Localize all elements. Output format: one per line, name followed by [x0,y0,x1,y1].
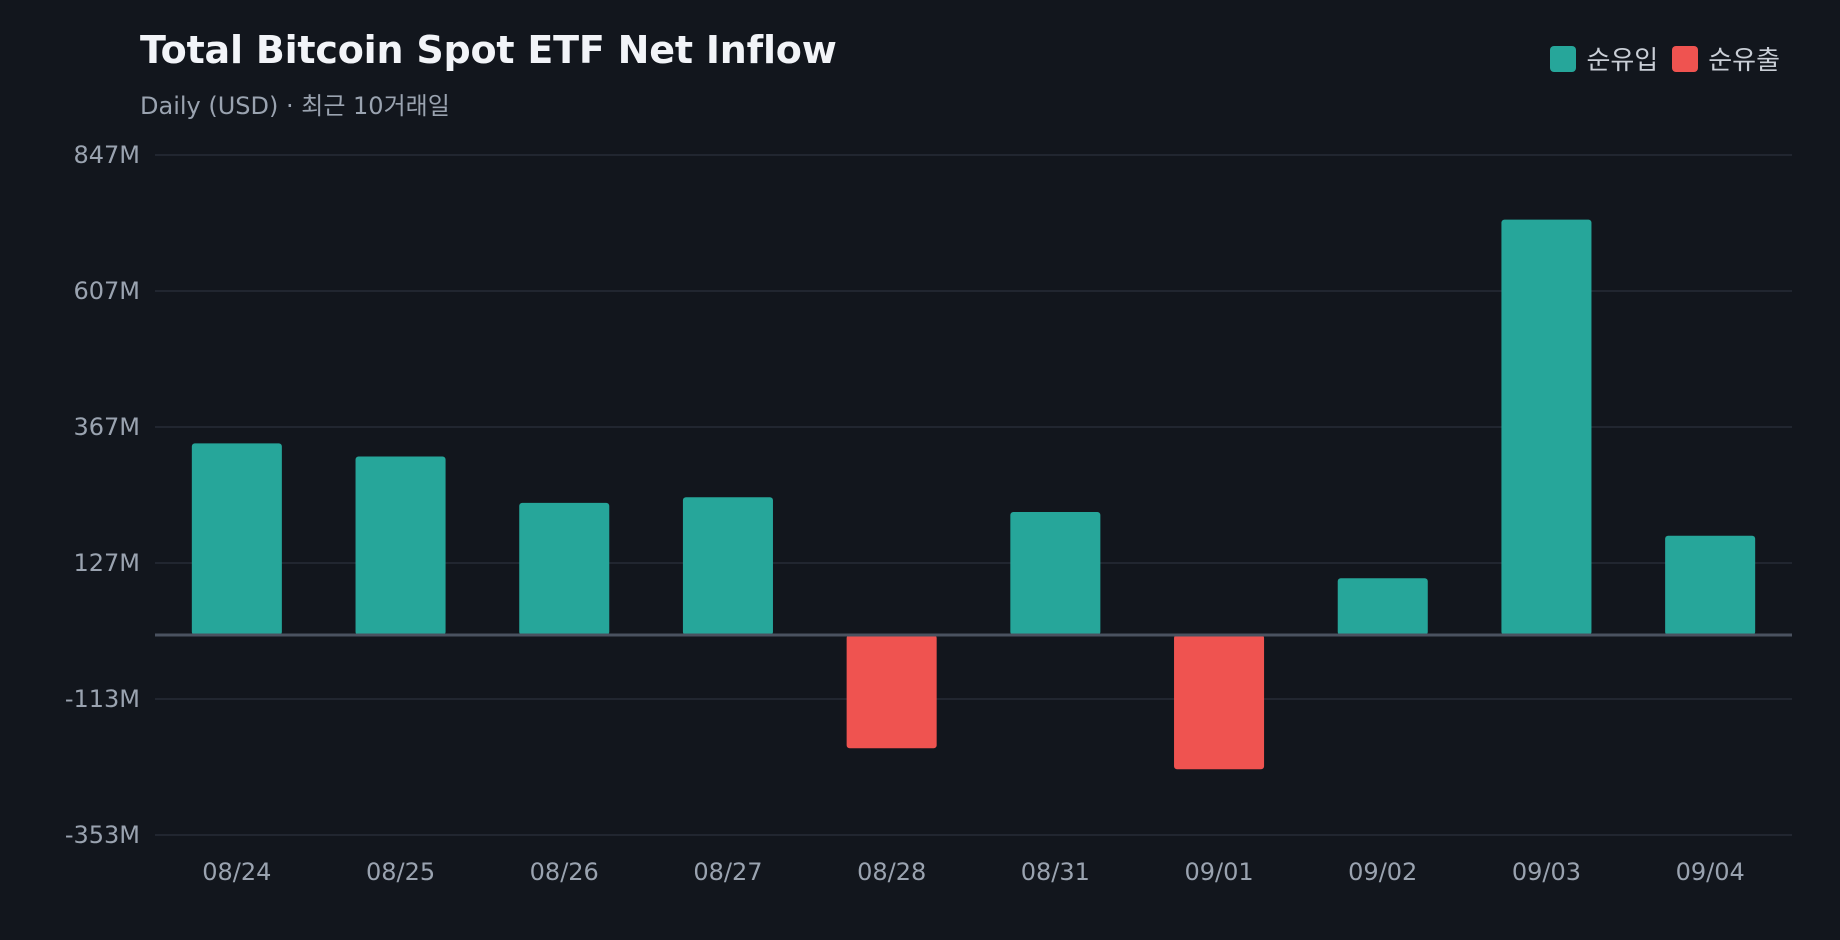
bar [191,443,282,635]
y-tick-label: -113M [65,685,140,713]
legend-item-outflow[interactable]: 순유출 [1672,40,1780,77]
legend-label-outflow: 순유출 [1708,46,1780,76]
x-tick-label: 09/04 [1676,858,1745,886]
x-tick-label: 09/02 [1348,858,1417,886]
x-tick-label: 08/27 [693,858,762,886]
legend: 순유입 순유출 [1550,40,1780,77]
x-tick-label: 08/25 [366,858,435,886]
bar [846,634,937,749]
x-tick-label: 08/26 [530,858,599,886]
bar [519,502,610,635]
y-tick-label: -353M [65,821,140,849]
bar [1501,219,1592,635]
bar [682,497,773,635]
y-tick-label: 127M [73,549,140,577]
bar [355,456,446,635]
bar [1174,634,1265,770]
x-tick-label: 09/03 [1512,858,1581,886]
y-tick-label: 847M [73,141,140,169]
bar [1337,578,1428,635]
chart-title: Total Bitcoin Spot ETF Net Inflow [140,28,837,72]
bar [1010,512,1101,635]
legend-item-inflow[interactable]: 순유입 [1550,40,1658,77]
legend-swatch-outflow [1672,45,1699,72]
chart-subtitle: Daily (USD) · 최근 10거래일 [140,92,450,120]
x-tick-label: 09/01 [1184,858,1253,886]
legend-swatch-inflow [1550,45,1577,72]
x-tick-label: 08/31 [1021,858,1090,886]
x-tick-label: 08/28 [857,858,926,886]
y-tick-label: 367M [73,413,140,441]
x-tick-label: 08/24 [202,858,271,886]
y-tick-label: 607M [73,277,140,305]
legend-label-inflow: 순유입 [1586,46,1659,76]
bar [1665,535,1756,635]
